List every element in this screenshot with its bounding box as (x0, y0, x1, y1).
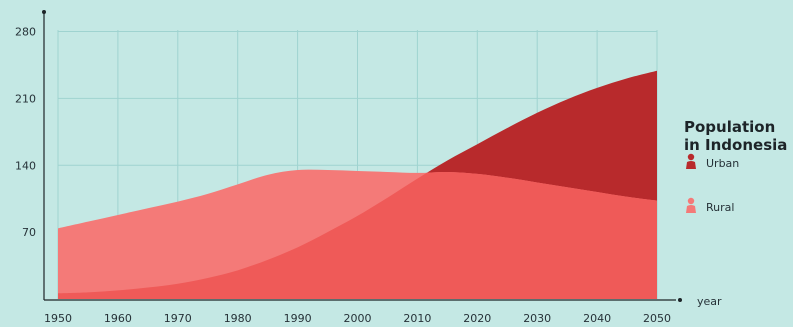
y-tick-210: 210 (15, 92, 36, 105)
x-tick-1970: 1970 (164, 312, 192, 325)
y-axis-arrow-dot (42, 10, 46, 14)
legend-item-rural: Rural (686, 197, 734, 214)
legend-label-rural: Rural (706, 201, 734, 214)
x-tick-1990: 1990 (284, 312, 312, 325)
legend-label-urban: Urban (706, 157, 739, 170)
y-tick-70: 70 (22, 226, 36, 239)
chart-axes (42, 10, 682, 302)
y-tick-140: 140 (15, 159, 36, 172)
x-tick-labels: 1950 1960 1970 1980 1990 2000 2010 2020 2030 2040… (44, 312, 671, 325)
x-axis-arrow-dot (678, 298, 682, 302)
y-tick-labels: 280 210 140 70 (15, 26, 36, 240)
legend-title-line2: in Indonesia (684, 136, 787, 154)
legend-item-urban: Urban (686, 153, 739, 170)
x-tick-2030: 2030 (523, 312, 551, 325)
x-tick-1980: 1980 (224, 312, 252, 325)
x-tick-1960: 1960 (104, 312, 132, 325)
x-tick-2040: 2040 (583, 312, 611, 325)
person-icon (686, 197, 696, 213)
y-tick-280: 280 (15, 26, 36, 39)
x-axis-title: year (697, 295, 722, 308)
chart-areas (58, 70, 657, 299)
x-tick-2010: 2010 (403, 312, 431, 325)
x-tick-2050: 2050 (643, 312, 671, 325)
person-icon (686, 153, 696, 169)
x-tick-1950: 1950 (44, 312, 72, 325)
legend: Population in Indonesia Urban Rural (684, 118, 787, 214)
x-tick-2020: 2020 (463, 312, 491, 325)
x-tick-2000: 2000 (344, 312, 372, 325)
legend-title-line1: Population (684, 118, 775, 136)
